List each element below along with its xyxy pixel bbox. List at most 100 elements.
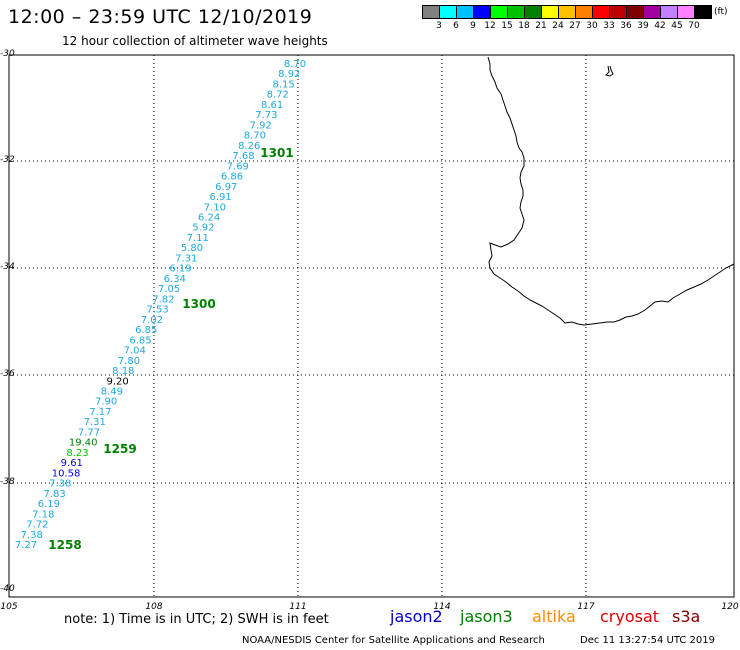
wave-height-value: 6.34 [164,274,186,285]
wave-height-value: 7.82 [152,294,174,305]
wave-height-value: 7.77 [78,427,100,438]
mission-altika: altika [532,607,576,626]
color-scale-legend: 3 6 9 12 15 18 21 24 27 30 33 36 39 42 45 70 (ft) [422,5,734,37]
legend-label: 45 [671,21,683,31]
wave-height-value: 8.92 [278,69,300,80]
mission-jason3: jason3 [460,607,513,626]
latitude-label: -32 [0,155,15,165]
wave-height-value: 7.38 [21,530,43,541]
wave-height-value: 8.15 [272,80,294,91]
legend-label: 39 [637,21,649,31]
longitude-label: 105 [0,602,18,612]
latitude-label: -34 [0,262,15,272]
wave-height-value: 7.68 [232,151,254,162]
wave-height-value: 7.10 [204,202,226,213]
wave-height-value: 7.11 [187,233,209,244]
wave-height-value: 6.19 [38,499,60,510]
island-coastline [605,65,614,77]
wave-height-value: 8.61 [261,100,283,111]
wave-height-value: 7.69 [227,161,249,172]
wave-height-value: 6.91 [209,192,231,203]
latitude-label: -30 [0,49,15,59]
pass-time-label: 1259 [103,442,136,456]
coastline [487,56,735,326]
wave-height-value: 7.04 [124,346,146,357]
wave-height-value: 7.27 [15,540,37,551]
longitude-label: 120 [721,602,739,612]
legend-label: 18 [518,21,530,31]
legend-swatches [422,5,734,19]
wave-height-value: 7.83 [43,489,65,500]
wave-height-value: 19.40 [69,438,98,449]
latitude-label: -38 [0,477,15,487]
wave-height-value: 8.26 [238,141,260,152]
wave-height-value: 5.92 [192,223,214,234]
wave-height-value: 7.80 [118,356,140,367]
longitude-label: 108 [145,602,163,612]
legend-label: 42 [654,21,666,31]
mission-cryosat: cryosat [600,607,660,626]
wave-height-value: 8.70 [244,131,266,142]
wave-height-value: 6.85 [135,325,157,336]
wave-height-value: 7.18 [32,509,54,520]
pass-time-label: 1301 [260,146,293,160]
legend-label: 21 [535,21,547,31]
legend-label: 70 [688,21,700,31]
wave-height-value: 7.31 [175,253,197,264]
graticule [9,55,734,597]
wave-height-value: 6.19 [169,264,191,275]
legend-label: 24 [552,21,564,31]
wave-height-value: 8.49 [101,387,123,398]
map-title: 12:00 – 23:59 UTC 12/10/2019 [8,6,313,28]
wave-height-value: 7.31 [84,417,106,428]
mission-s3a: s3a [672,607,701,626]
credit-line: NOAA/NESDIS Center for Satellite Applica… [242,635,545,646]
wave-height-value: 8.23 [66,448,88,459]
wave-height-value: 10.58 [52,468,81,479]
wave-height-value: 6.86 [221,172,243,183]
legend-swatch [694,5,712,19]
wave-height-value: 7.38 [49,479,71,490]
legend-labels: 3 6 9 12 15 18 21 24 27 30 33 36 39 42 45 70 [422,19,734,33]
wave-height-value: 8.18 [112,366,134,377]
legend-label: 30 [586,21,598,31]
wave-height-value: 8.72 [267,90,289,101]
wave-height-value: 5.80 [181,243,203,254]
wave-height-value: 7.02 [141,315,163,326]
wave-height-value: 6.97 [215,182,237,193]
mission-jason2: jason2 [390,607,443,626]
wave-height-value: 9.61 [61,458,83,469]
legend-label: 33 [603,21,615,31]
altimeter-track: 8.708.928.158.728.617.737.928.708.267.68… [15,59,306,552]
wave-height-value: 7.90 [95,397,117,408]
wave-height-value: 6.24 [198,213,220,224]
legend-label: 9 [470,21,476,31]
longitude-label: 111 [289,602,307,612]
wave-height-value: 7.17 [89,407,111,418]
legend-label: 15 [501,21,513,31]
footnote: note: 1) Time is in UTC; 2) SWH is in fe… [64,612,329,627]
pass-time-label: 1258 [48,538,81,552]
wave-height-value: 7.72 [26,520,48,531]
legend-label: 6 [453,21,459,31]
map-subtitle: 12 hour collection of altimeter wave hei… [62,34,328,48]
map-frame [8,54,735,598]
longitude-label: 117 [577,602,595,612]
legend-unit: (ft) [714,7,728,17]
latitude-label: -40 [0,584,15,594]
wave-height-value: 7.53 [146,305,168,316]
legend-label: 27 [569,21,581,31]
wave-height-value: 7.73 [255,110,277,121]
legend-label: 3 [436,21,442,31]
latitude-label: -36 [0,369,15,379]
wave-height-value: 9.20 [106,376,128,387]
wave-height-value: 8.70 [284,59,306,70]
wave-height-value: 6.85 [129,335,151,346]
legend-label: 36 [620,21,632,31]
longitude-label: 114 [433,602,451,612]
pass-time-label: 1300 [182,297,215,311]
legend-label: 12 [484,21,496,31]
wave-height-value: 7.05 [158,284,180,295]
wave-height-value: 7.92 [250,120,272,131]
